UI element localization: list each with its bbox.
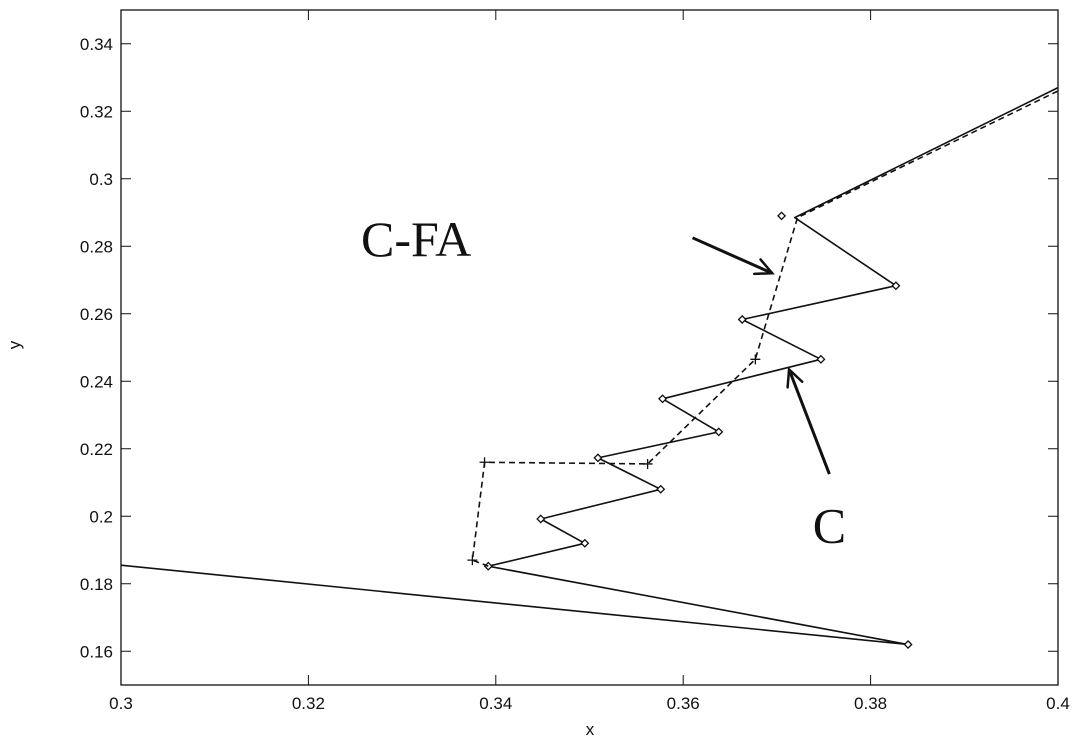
annotation-arrowhead-1: [752, 258, 775, 276]
annotation-arrow-2: [787, 368, 831, 475]
series-1-point: [656, 484, 666, 494]
series-1-point: [903, 639, 913, 650]
annotation-arrowhead-2: [786, 366, 804, 389]
y-tick-label: 0.26: [80, 305, 113, 324]
series-1-line: [120, 86, 1059, 646]
series-1-point: [777, 211, 787, 221]
x-tick-label: 0.4: [1046, 694, 1070, 713]
x-axis-label: x: [586, 720, 595, 739]
series-2-line: [471, 90, 1059, 567]
series-1-point: [580, 538, 590, 548]
y-tick-label: 0.34: [80, 35, 113, 54]
series-1-point: [483, 561, 493, 571]
x-tick-label: 0.34: [479, 694, 512, 713]
y-tick-label: 0.22: [80, 440, 113, 459]
y-tick-label: 0.24: [80, 372, 113, 391]
x-tick-label: 0.3: [109, 694, 133, 713]
series-1-point: [536, 514, 546, 524]
y-axis-label: y: [5, 340, 24, 349]
y-tick-label: 0.18: [80, 575, 113, 594]
series-1-point: [816, 354, 826, 364]
x-axis-ticks: 0.3 0.32 0.34 0.36 0.38 0.4: [109, 10, 1070, 713]
series-2-point: [750, 354, 761, 365]
annotation-label-1: C-FA: [361, 211, 471, 267]
series-1-point: [658, 394, 668, 404]
y-tick-label: 0.3: [89, 170, 113, 189]
y-tick-label: 0.2: [89, 507, 113, 526]
series-1-point: [593, 453, 603, 463]
series-2-point: [479, 457, 490, 468]
x-tick-label: 0.38: [854, 694, 887, 713]
series-1-point: [714, 427, 724, 437]
annotation-layer: C-FA C: [361, 211, 846, 554]
x-tick-label: 0.36: [667, 694, 700, 713]
y-tick-label: 0.32: [80, 102, 113, 121]
y-tick-label: 0.28: [80, 237, 113, 256]
series-layer: [120, 86, 1059, 650]
plot-frame: [120, 9, 1059, 686]
series-2-point: [642, 458, 653, 469]
x-tick-label: 0.32: [292, 694, 325, 713]
series-1-point: [737, 314, 747, 325]
annotation-arrow-1: [691, 236, 773, 275]
series-2-point: [467, 555, 478, 566]
y-axis-ticks: 0.16 0.18 0.2 0.22 0.24 0.26 0.28 0.3 0.32 0.34: [80, 35, 1058, 661]
y-tick-label: 0.16: [80, 642, 113, 661]
annotation-label-2: C: [813, 498, 846, 554]
series-1-point: [891, 281, 901, 291]
